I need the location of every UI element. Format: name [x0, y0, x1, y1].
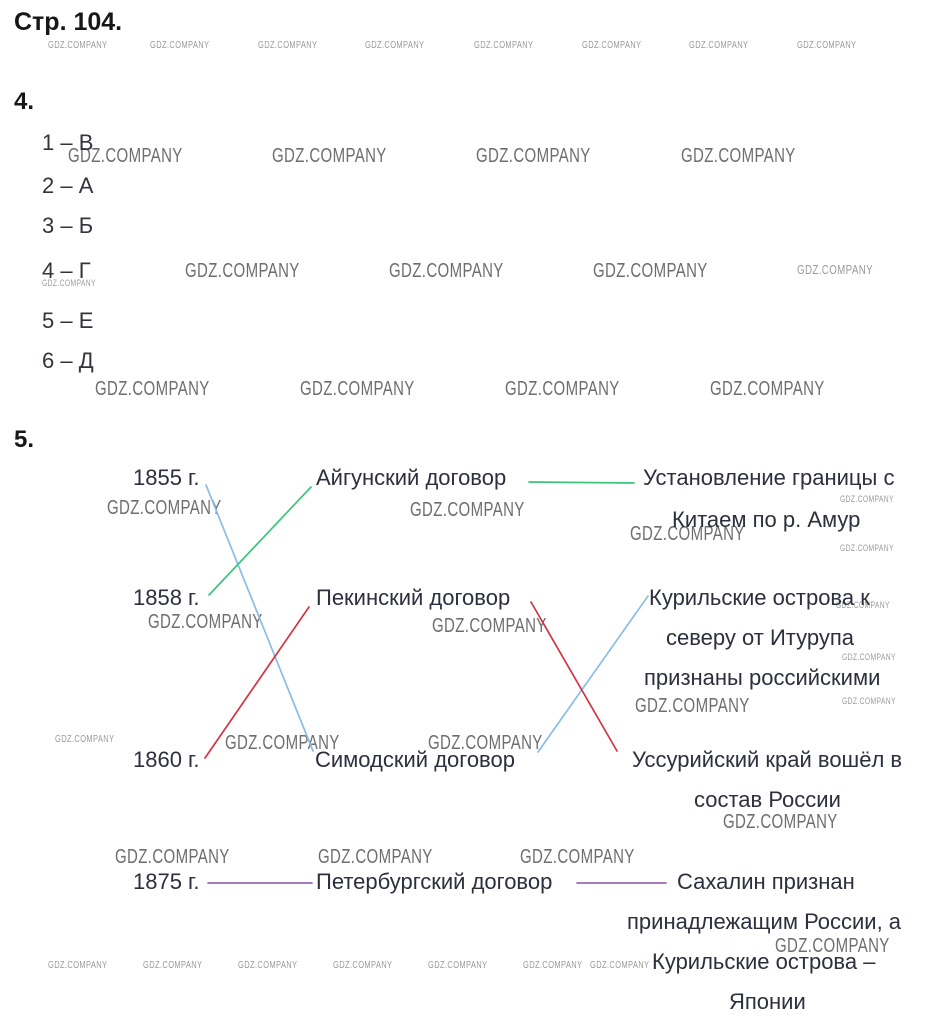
watermark: GDZ.COMPANY	[842, 696, 896, 706]
watermark: GDZ.COMPANY	[410, 499, 525, 521]
watermark: GDZ.COMPANY	[505, 378, 620, 400]
year-label-1860: 1860 г.	[133, 747, 200, 772]
treaty-label-petersburg: Петербургский договор	[316, 869, 553, 894]
treaty-label-beijing: Пекинский договор	[316, 585, 511, 610]
result-line: состав России	[694, 787, 841, 812]
watermark: GDZ.COMPANY	[582, 40, 642, 51]
answer-item-6: 6 – Д	[42, 348, 94, 373]
watermark: GDZ.COMPANY	[258, 40, 318, 51]
watermark: GDZ.COMPANY	[689, 40, 749, 51]
watermark: GDZ.COMPANY	[389, 260, 504, 282]
watermark: GDZ.COMPANY	[238, 960, 298, 971]
watermark: GDZ.COMPANY	[148, 611, 263, 633]
watermark: GDZ.COMPANY	[55, 734, 115, 745]
result-line: Уссурийский край вошёл в	[632, 747, 903, 772]
watermark: GDZ.COMPANY	[474, 40, 534, 51]
result-line: Японии	[729, 989, 806, 1014]
answer-item-5: 5 – Е	[42, 308, 94, 333]
watermark: GDZ.COMPANY	[428, 960, 488, 971]
result-line: Курильские острова к	[649, 585, 870, 610]
year-label-1875: 1875 г.	[133, 869, 200, 894]
answer-item-2: 2 – А	[42, 173, 94, 198]
match-line-green-year-to-treaty	[208, 486, 312, 596]
result-line: Сахалин признан	[677, 869, 855, 894]
match-line-green-treaty-to-result	[528, 481, 635, 484]
watermark: GDZ.COMPANY	[476, 145, 591, 167]
answer-item-3: 3 – Б	[42, 213, 94, 238]
watermark: GDZ.COMPANY	[797, 40, 857, 51]
watermark: GDZ.COMPANY	[590, 960, 650, 971]
result-line: признаны российскими	[644, 665, 881, 690]
watermark: GDZ.COMPANY	[523, 960, 583, 971]
watermark: GDZ.COMPANY	[150, 40, 210, 51]
section-4-number: 4.	[14, 88, 35, 115]
watermark: GDZ.COMPANY	[681, 145, 796, 167]
watermark: GDZ.COMPANY	[48, 960, 108, 971]
watermark: GDZ.COMPANY	[185, 260, 300, 282]
answer-item-4: 4 – Г	[42, 258, 91, 283]
watermark: GDZ.COMPANY	[797, 262, 873, 277]
watermark: GDZ.COMPANY	[143, 960, 203, 971]
year-label-1855: 1855 г.	[133, 465, 200, 490]
watermark: GDZ.COMPANY	[333, 960, 393, 971]
watermark: GDZ.COMPANY	[593, 260, 708, 282]
answer-item-1: 1 – В	[42, 130, 94, 155]
result-line: Установление границы с	[643, 465, 895, 490]
match-line-blue-treaty-to-result	[537, 595, 649, 753]
match-line-blue-year-to-treaty	[205, 484, 314, 752]
watermark: GDZ.COMPANY	[840, 494, 894, 504]
watermark: GDZ.COMPANY	[318, 846, 433, 868]
watermark: GDZ.COMPANY	[300, 378, 415, 400]
watermark: GDZ.COMPANY	[272, 145, 387, 167]
result-line: принадлежащим России, а	[627, 909, 902, 934]
watermark: GDZ.COMPANY	[635, 695, 750, 717]
section-5-number: 5.	[14, 426, 35, 453]
match-line-red-treaty-to-result	[530, 601, 618, 752]
result-line: Китаем по р. Амур	[672, 507, 861, 532]
watermark: GDZ.COMPANY	[95, 378, 210, 400]
watermark: GDZ.COMPANY	[723, 811, 838, 833]
year-label-1858: 1858 г.	[133, 585, 200, 610]
match-line-red-year-to-treaty	[204, 606, 310, 759]
result-line: северу от Итурупа	[666, 625, 854, 650]
watermark: GDZ.COMPANY	[520, 846, 635, 868]
watermark: GDZ.COMPANY	[840, 543, 894, 553]
watermark: GDZ.COMPANY	[365, 40, 425, 51]
page-title: Стр. 104.	[14, 8, 123, 36]
result-line: Курильские острова –	[652, 949, 876, 974]
watermark: GDZ.COMPANY	[842, 652, 896, 662]
watermark: GDZ.COMPANY	[48, 40, 108, 51]
treaty-label-shimoda: Симодский договор	[315, 747, 515, 772]
watermark: GDZ.COMPANY	[115, 846, 230, 868]
watermark: GDZ.COMPANY	[432, 615, 547, 637]
treaty-label-aigun: Айгунский договор	[316, 465, 507, 490]
watermark: GDZ.COMPANY	[107, 497, 222, 519]
watermark: GDZ.COMPANY	[710, 378, 825, 400]
